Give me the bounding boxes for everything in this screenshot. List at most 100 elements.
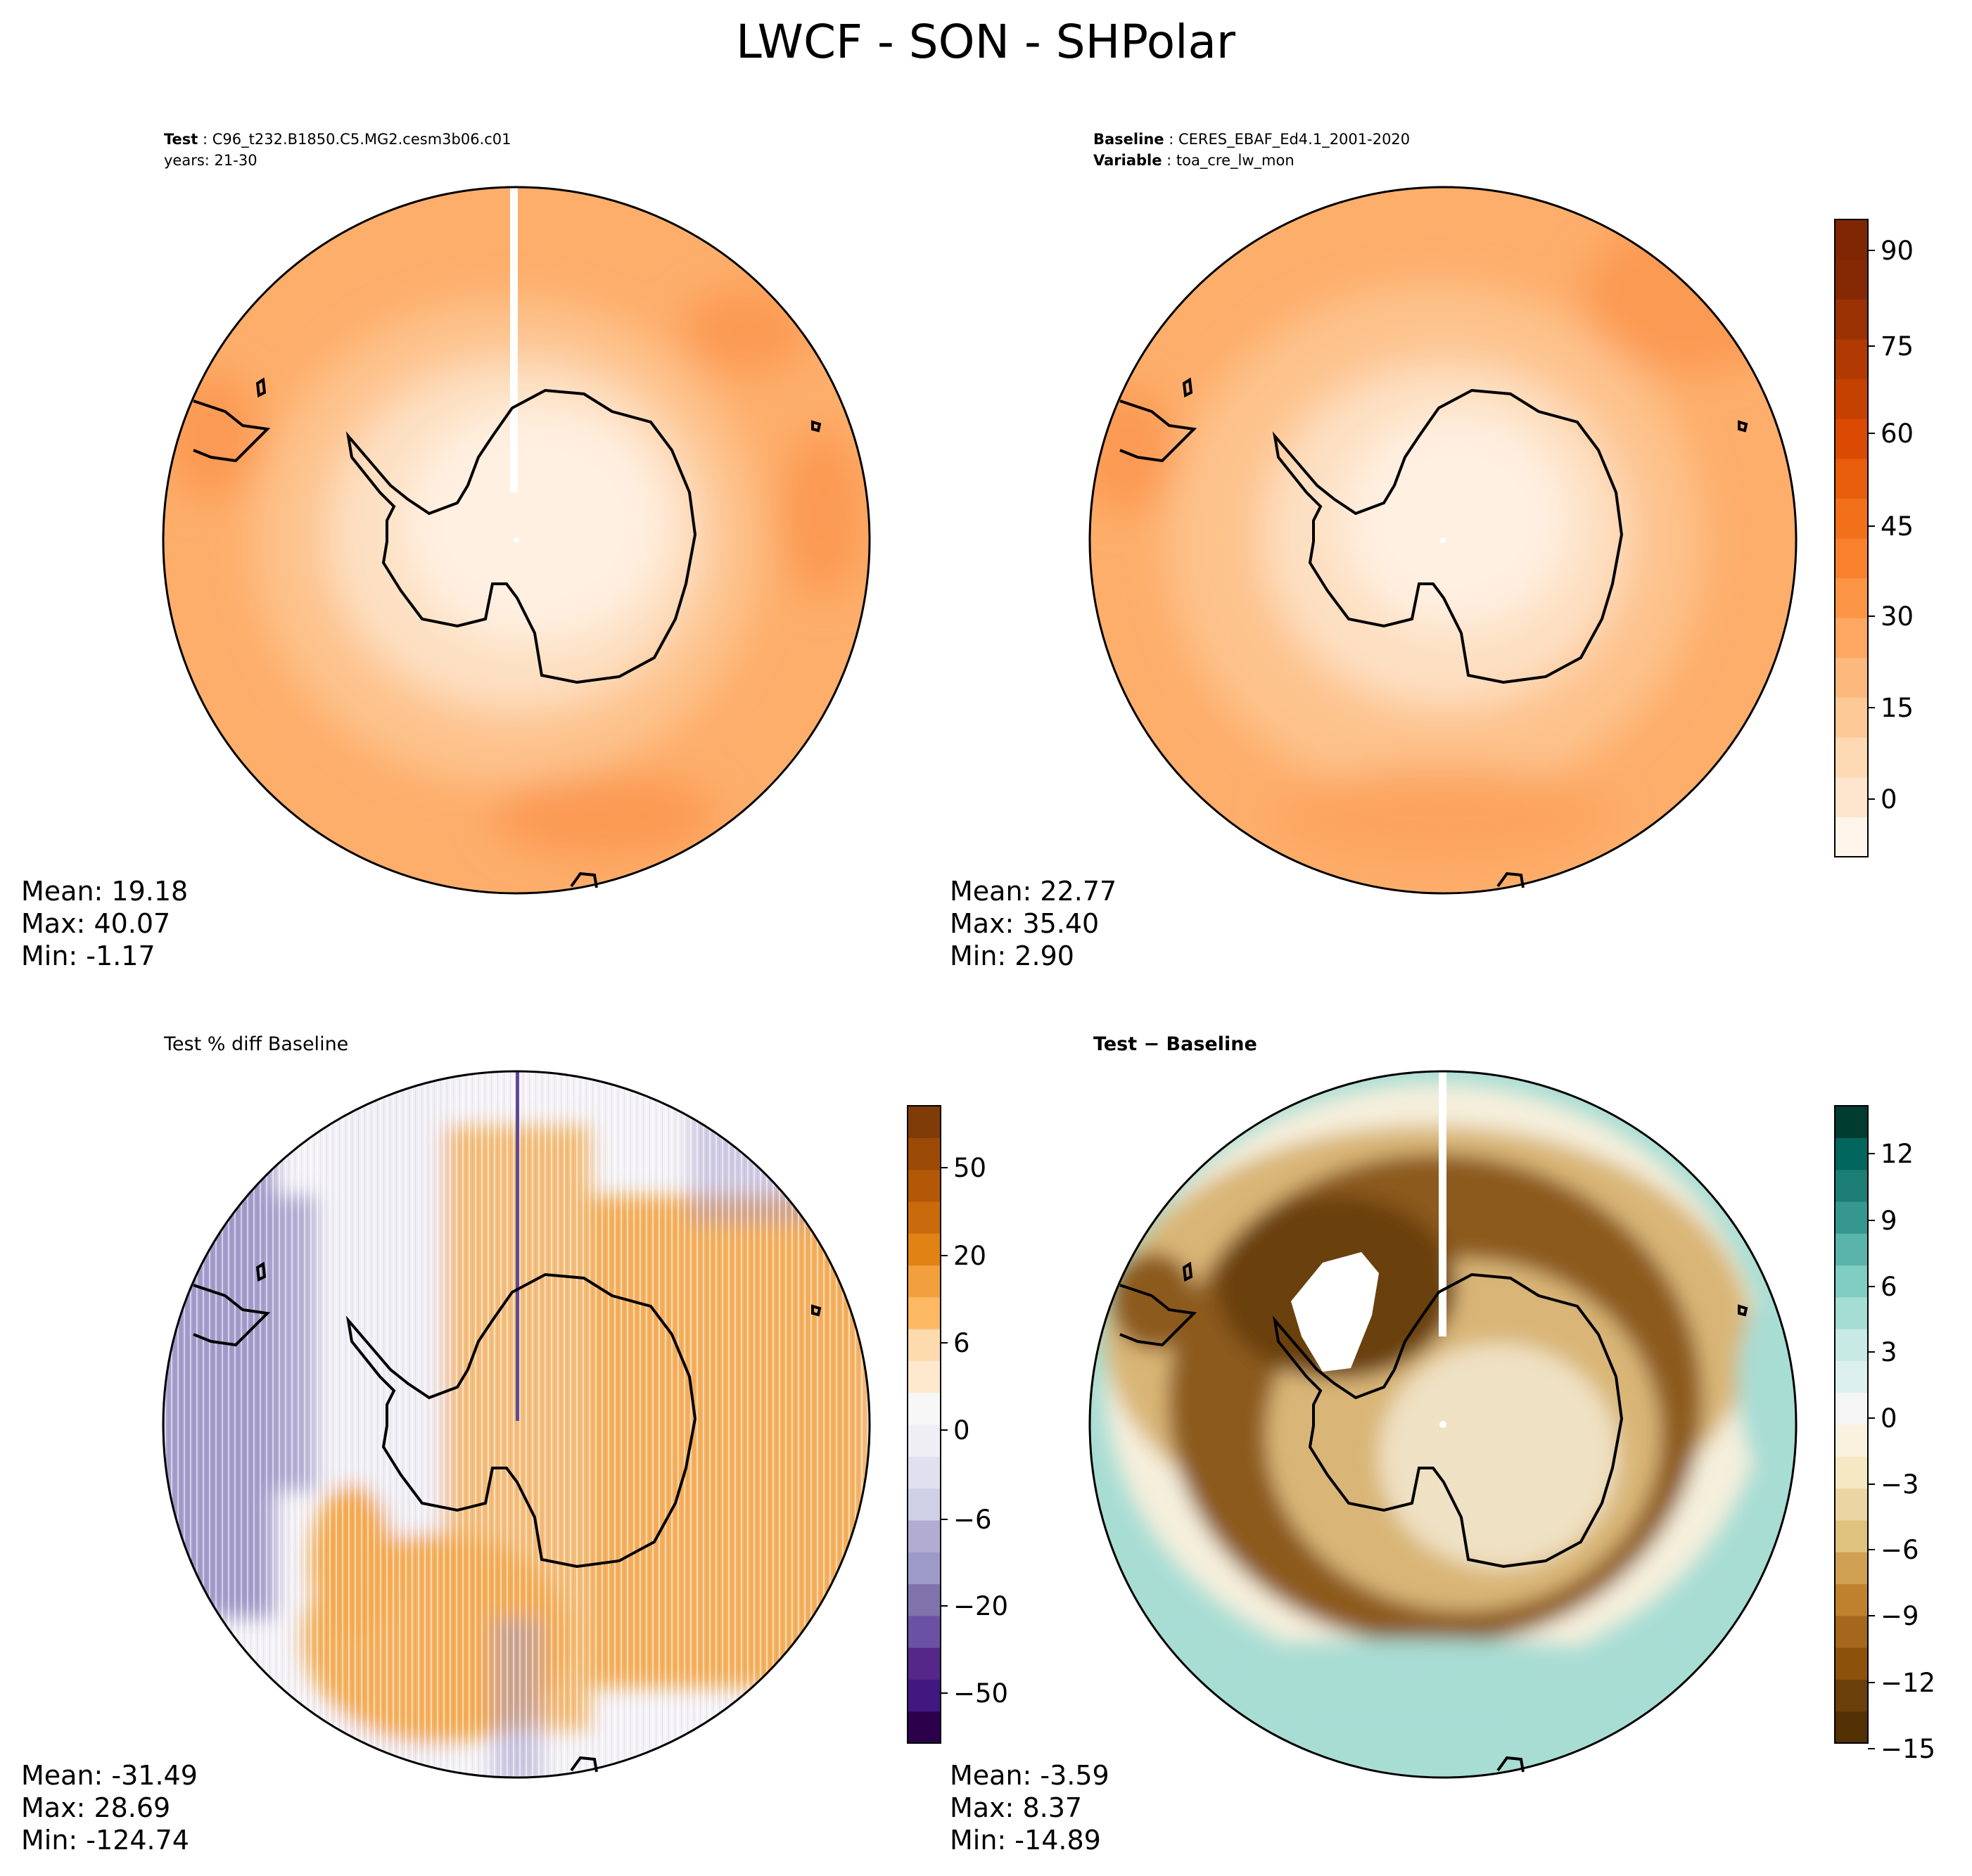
colorbar-top-tick-label: 45 [1881, 511, 1914, 542]
diff-coastlines [1119, 1261, 1748, 1773]
panel-pctdiff: Test % diff Baseline [21, 1033, 1008, 1856]
colorbar-top-tick-label: 15 [1881, 693, 1914, 723]
pctdiff-min: Min: -124.74 [21, 1825, 189, 1856]
colorbar-diff-segment [1835, 1488, 1868, 1521]
colorbar-pctdiff-segment [908, 1456, 941, 1489]
baseline-map-border [1088, 186, 1798, 895]
colorbar-pctdiff-tick-label: −20 [953, 1591, 1008, 1621]
colorbar-diff-segment [1835, 1392, 1868, 1425]
colorbar-top-tick-label: 75 [1881, 331, 1914, 362]
colorbar-diff-segment [1835, 1647, 1868, 1680]
baseline-coastlines [1119, 377, 1748, 888]
colorbar-top-segment [1835, 219, 1868, 260]
colorbar-diff-tick-label: −6 [1881, 1535, 1919, 1565]
panel-test: Test : C96_t232.B1850.C5.MG2.cesm3b06.c0… [21, 131, 871, 971]
colorbar-top-segments [1835, 219, 1868, 857]
colorbar-pctdiff-segment [908, 1679, 941, 1712]
colorbar-diff-ticks: 12 9 6 3 0 −3 −6 −9 −12 −15 [1868, 1139, 1935, 1764]
test-min: Min: -1.17 [21, 940, 155, 971]
test-header-line1: Test : C96_t232.B1850.C5.MG2.cesm3b06.c0… [164, 131, 511, 148]
pctdiff-map-field [163, 1071, 870, 1778]
colorbar-diff-tick-label: −15 [1881, 1734, 1935, 1764]
baseline-map-field [1090, 187, 1796, 893]
colorbar-diff-segment [1835, 1711, 1868, 1744]
colorbar-pctdiff-segment [908, 1424, 941, 1457]
test-header-line2: years: 21-30 [164, 152, 257, 169]
colorbar-top-tick-label: 30 [1881, 601, 1914, 632]
colorbar-diff-tick-label: −9 [1881, 1601, 1919, 1631]
colorbar-top-segment [1835, 259, 1868, 300]
diff-map-field [1090, 1071, 1796, 1778]
test-map-border [162, 186, 871, 895]
colorbar-pctdiff: 50 20 6 0 −6 −20 −50 [907, 1105, 1008, 1744]
colorbar-top-segment [1835, 618, 1868, 658]
colorbar-top-ticks: 90 75 60 45 30 15 0 [1868, 236, 1914, 815]
colorbar-top-segment [1835, 299, 1868, 340]
test-max: Max: 40.07 [21, 908, 170, 939]
colorbar-pctdiff-segment [908, 1583, 941, 1616]
colorbar-diff-segment [1835, 1424, 1868, 1457]
baseline-min: Min: 2.90 [950, 940, 1074, 971]
colorbar-top: 90 75 60 45 30 15 0 [1834, 219, 1914, 857]
colorbar-diff-segment [1835, 1679, 1868, 1712]
colorbar-diff-tick-label: 9 [1881, 1206, 1897, 1236]
colorbar-diff: 12 9 6 3 0 −3 −6 −9 −12 −15 [1834, 1105, 1935, 1764]
pctdiff-header: Test % diff Baseline [163, 1033, 348, 1055]
colorbar-pctdiff-segment [908, 1647, 941, 1680]
colorbar-pctdiff-tick-label: 50 [953, 1153, 986, 1183]
colorbar-top-segment [1835, 777, 1868, 817]
colorbar-pctdiff-segments [908, 1106, 941, 1744]
colorbar-pctdiff-segment [908, 1233, 941, 1266]
diff-map-border [1088, 1070, 1798, 1779]
colorbar-pctdiff-segment [908, 1201, 941, 1234]
test-map-field [163, 187, 870, 893]
colorbar-diff-segment [1835, 1615, 1868, 1648]
test-coastlines [193, 377, 822, 888]
colorbar-top-segment [1835, 817, 1868, 857]
colorbar-diff-tick-label: 6 [1881, 1272, 1897, 1302]
colorbar-top-segment [1835, 338, 1868, 380]
colorbar-pctdiff-segment [908, 1392, 941, 1425]
baseline-header-line1: Baseline : CERES_EBAF_Ed4.1_2001-2020 [1093, 131, 1410, 148]
baseline-stats: Mean: 22.77 Max: 35.40 Min: 2.90 [950, 876, 1117, 971]
test-mean: Mean: 19.18 [21, 876, 188, 907]
panel-diff: Test − Baseline [950, 1033, 1935, 1856]
pole-marker-diff [1439, 1421, 1446, 1428]
colorbar-diff-tick-label: −3 [1881, 1469, 1919, 1500]
colorbar-pctdiff-tick-label: −6 [953, 1505, 992, 1535]
colorbar-diff-tick-label: 12 [1881, 1139, 1914, 1169]
colorbar-diff-segment [1835, 1169, 1868, 1202]
baseline-header-line2: Variable : toa_cre_lw_mon [1093, 152, 1294, 170]
diff-min: Min: -14.89 [950, 1825, 1101, 1856]
colorbar-pctdiff-segment [908, 1137, 941, 1170]
colorbar-diff-segment [1835, 1519, 1868, 1552]
diff-max: Max: 8.37 [950, 1792, 1082, 1823]
colorbar-pctdiff-tick-label: 6 [953, 1328, 970, 1358]
pole-marker-baseline [1440, 537, 1446, 543]
colorbar-pctdiff-ticks: 50 20 6 0 −6 −20 −50 [941, 1153, 1008, 1709]
colorbar-top-tick-label: 0 [1881, 784, 1897, 815]
panel-baseline: Baseline : CERES_EBAF_Ed4.1_2001-2020 Va… [950, 131, 1798, 971]
colorbar-pctdiff-segment [908, 1360, 941, 1393]
colorbar-top-tick-label: 90 [1881, 236, 1914, 266]
colorbar-diff-segment [1835, 1329, 1868, 1361]
colorbar-top-segment [1835, 458, 1868, 499]
colorbar-diff-segment [1835, 1583, 1868, 1616]
diff-mean: Mean: -3.59 [950, 1760, 1109, 1791]
diff-header: Test − Baseline [1093, 1033, 1257, 1055]
baseline-mean: Mean: 22.77 [950, 876, 1117, 907]
colorbar-top-segment [1835, 419, 1868, 459]
colorbar-pctdiff-segment [908, 1169, 941, 1202]
colorbar-diff-tick-label: 0 [1881, 1403, 1897, 1434]
colorbar-diff-segment [1835, 1137, 1868, 1170]
colorbar-diff-segment [1835, 1552, 1868, 1585]
colorbar-pctdiff-tick-label: −50 [953, 1678, 1008, 1709]
colorbar-top-segment [1835, 538, 1868, 579]
colorbar-diff-tick-label: 3 [1881, 1337, 1897, 1367]
colorbar-pctdiff-segment [908, 1552, 941, 1585]
colorbar-pctdiff-tick-label: 0 [953, 1415, 970, 1446]
colorbar-pctdiff-tick-label: 20 [953, 1241, 986, 1271]
colorbar-pctdiff-segment [908, 1488, 941, 1521]
colorbar-pctdiff-segment [908, 1106, 941, 1138]
colorbar-top-tick-label: 60 [1881, 419, 1914, 449]
